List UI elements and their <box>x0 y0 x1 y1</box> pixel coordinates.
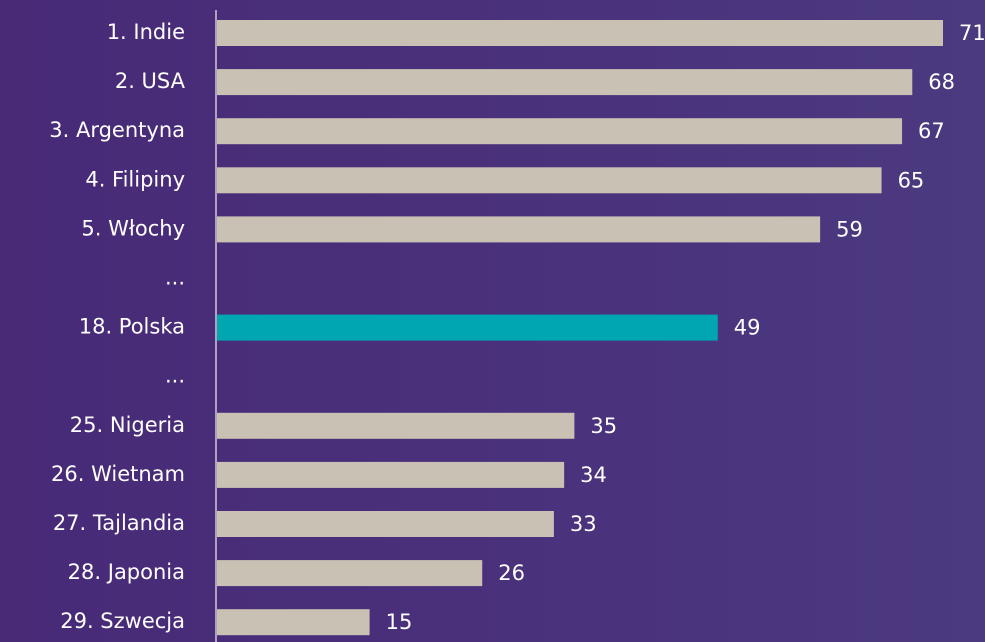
value-label: 65 <box>898 168 925 192</box>
category-label: 3. Argentyna <box>49 118 185 142</box>
bar <box>217 511 554 537</box>
bar <box>217 118 903 145</box>
bar <box>217 167 882 194</box>
category-label: 28. Japonia <box>68 560 185 584</box>
bar <box>217 69 913 96</box>
bar <box>217 412 575 439</box>
value-label: 35 <box>590 414 617 438</box>
category-label: ... <box>165 266 185 290</box>
value-label: 71 <box>959 21 985 45</box>
value-label: 34 <box>580 463 607 487</box>
value-label: 15 <box>386 610 413 634</box>
bar <box>217 314 718 341</box>
bar <box>217 560 483 587</box>
value-label: 49 <box>734 316 761 340</box>
category-label: 5. Włochy <box>81 216 185 240</box>
bar <box>217 609 370 636</box>
category-label: 25. Nigeria <box>70 413 185 437</box>
value-label: 68 <box>928 70 955 94</box>
value-label: 59 <box>836 217 863 241</box>
category-label: 27. Tajlandia <box>53 511 185 535</box>
category-label: ... <box>165 364 185 388</box>
bar <box>217 20 943 46</box>
category-label: 2. USA <box>115 69 186 93</box>
bar <box>217 461 565 488</box>
bar <box>217 216 821 243</box>
value-label: 67 <box>918 119 945 143</box>
value-label: 33 <box>570 512 597 536</box>
category-label: 4. Filipiny <box>85 167 185 191</box>
category-label: 26. Wietnam <box>51 462 185 486</box>
category-label: 1. Indie <box>107 20 185 44</box>
category-label: 18. Polska <box>79 315 185 339</box>
category-label: 29. Szwecja <box>60 609 185 633</box>
value-label: 26 <box>498 561 525 585</box>
